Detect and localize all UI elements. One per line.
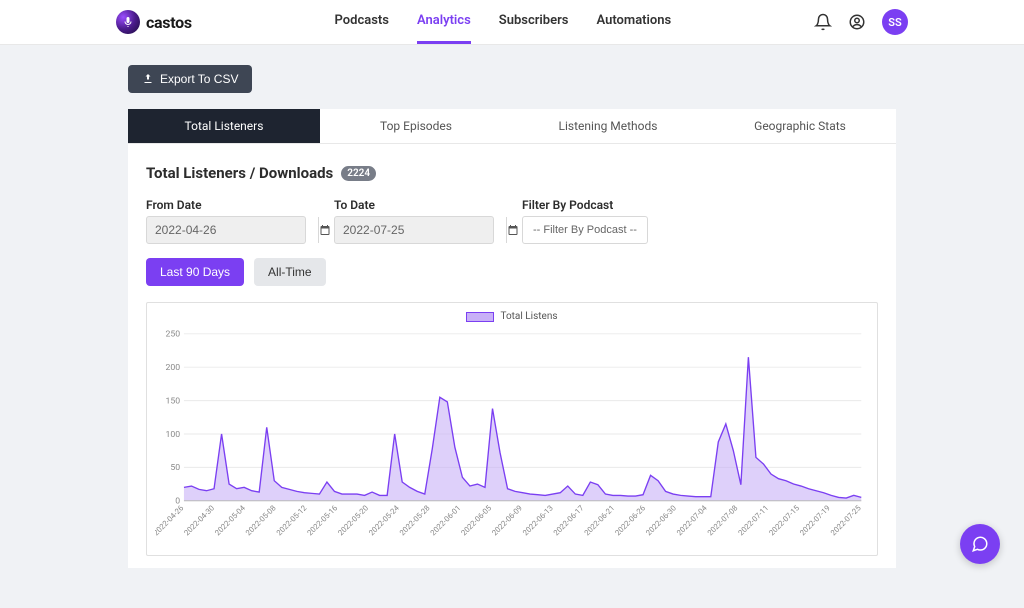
avatar[interactable]: SS	[882, 9, 908, 35]
svg-text:2022-07-25: 2022-07-25	[829, 503, 863, 537]
svg-text:2022-07-15: 2022-07-15	[767, 503, 801, 537]
svg-text:2022-05-12: 2022-05-12	[275, 503, 309, 537]
svg-text:250: 250	[165, 330, 180, 340]
svg-text:2022-05-28: 2022-05-28	[398, 504, 432, 538]
svg-text:2022-06-17: 2022-06-17	[552, 504, 586, 538]
main-nav: Podcasts Analytics Subscribers Automatio…	[335, 0, 672, 44]
nav-podcasts[interactable]: Podcasts	[335, 0, 389, 44]
to-date-input-wrap	[334, 216, 494, 244]
count-badge: 2224	[341, 166, 376, 181]
calendar-icon[interactable]	[506, 217, 519, 243]
to-date-label: To Date	[334, 198, 494, 212]
tab-top-episodes[interactable]: Top Episodes	[320, 109, 512, 143]
nav-analytics[interactable]: Analytics	[417, 0, 471, 44]
svg-text:50: 50	[170, 463, 180, 473]
chart-box: Total Listens 0501001502002502022-04-262…	[146, 302, 878, 556]
tab-total-listeners[interactable]: Total Listeners	[128, 109, 320, 143]
export-label: Export To CSV	[160, 72, 238, 86]
svg-text:2022-05-08: 2022-05-08	[244, 504, 278, 538]
topbar: castos Podcasts Analytics Subscribers Au…	[0, 0, 1024, 45]
svg-text:2022-04-30: 2022-04-30	[182, 504, 216, 538]
all-time-button[interactable]: All-Time	[254, 258, 326, 286]
podcast-filter-field: Filter By Podcast -- Filter By Podcast -…	[522, 198, 648, 244]
svg-text:2022-06-30: 2022-06-30	[644, 504, 678, 538]
svg-text:2022-06-26: 2022-06-26	[613, 504, 647, 538]
svg-text:2022-05-16: 2022-05-16	[305, 504, 339, 538]
to-date-field: To Date	[334, 198, 494, 244]
export-csv-button[interactable]: Export To CSV	[128, 65, 252, 93]
main-container: Export To CSV Total Listeners Top Episod…	[112, 45, 912, 608]
from-date-input[interactable]	[147, 223, 318, 237]
topbar-right: SS	[814, 9, 908, 35]
filters-row: From Date To Date Filter By	[146, 198, 878, 244]
logo-text: castos	[146, 13, 192, 32]
user-icon[interactable]	[848, 13, 866, 31]
listens-chart: 0501001502002502022-04-262022-04-302022-…	[155, 326, 869, 551]
svg-text:2022-06-01: 2022-06-01	[429, 504, 463, 538]
logo-icon	[116, 10, 140, 34]
podcast-filter-label: Filter By Podcast	[522, 198, 648, 212]
svg-text:100: 100	[165, 430, 180, 440]
svg-text:2022-07-08: 2022-07-08	[706, 504, 740, 538]
svg-text:2022-07-19: 2022-07-19	[798, 504, 832, 538]
svg-text:2022-07-04: 2022-07-04	[675, 503, 709, 537]
export-icon	[142, 73, 154, 85]
svg-text:2022-04-26: 2022-04-26	[155, 504, 185, 538]
svg-text:2022-05-20: 2022-05-20	[336, 504, 370, 538]
svg-text:200: 200	[165, 363, 180, 373]
calendar-icon[interactable]	[318, 217, 331, 243]
svg-text:150: 150	[165, 396, 180, 406]
legend-swatch	[466, 312, 494, 322]
from-date-label: From Date	[146, 198, 306, 212]
tab-listening-methods[interactable]: Listening Methods	[512, 109, 704, 143]
last-90-days-button[interactable]: Last 90 Days	[146, 258, 244, 286]
to-date-input[interactable]	[335, 223, 506, 237]
tab-geographic-stats[interactable]: Geographic Stats	[704, 109, 896, 143]
from-date-field: From Date	[146, 198, 306, 244]
svg-text:2022-07-11: 2022-07-11	[736, 504, 770, 538]
bell-icon[interactable]	[814, 13, 832, 31]
svg-text:2022-06-21: 2022-06-21	[583, 504, 617, 538]
analytics-tabs: Total Listeners Top Episodes Listening M…	[128, 109, 896, 144]
svg-text:2022-05-24: 2022-05-24	[367, 503, 401, 537]
svg-text:2022-06-13: 2022-06-13	[521, 504, 555, 538]
range-buttons: Last 90 Days All-Time	[146, 258, 878, 286]
logo[interactable]: castos	[116, 10, 192, 34]
help-fab[interactable]	[960, 524, 1000, 564]
from-date-input-wrap	[146, 216, 306, 244]
podcast-filter-select[interactable]: -- Filter By Podcast --	[522, 216, 648, 244]
nav-automations[interactable]: Automations	[596, 0, 671, 44]
analytics-panel: Total Listeners / Downloads 2224 From Da…	[128, 144, 896, 568]
legend-label: Total Listens	[500, 311, 557, 322]
svg-text:2022-06-09: 2022-06-09	[490, 504, 524, 538]
panel-title: Total Listeners / Downloads 2224	[146, 164, 878, 182]
nav-subscribers[interactable]: Subscribers	[499, 0, 569, 44]
chat-icon	[971, 535, 989, 553]
svg-text:2022-05-04: 2022-05-04	[213, 503, 247, 537]
panel-title-text: Total Listeners / Downloads	[146, 164, 333, 182]
svg-text:2022-06-05: 2022-06-05	[459, 503, 493, 537]
chart-legend: Total Listens	[155, 311, 869, 322]
